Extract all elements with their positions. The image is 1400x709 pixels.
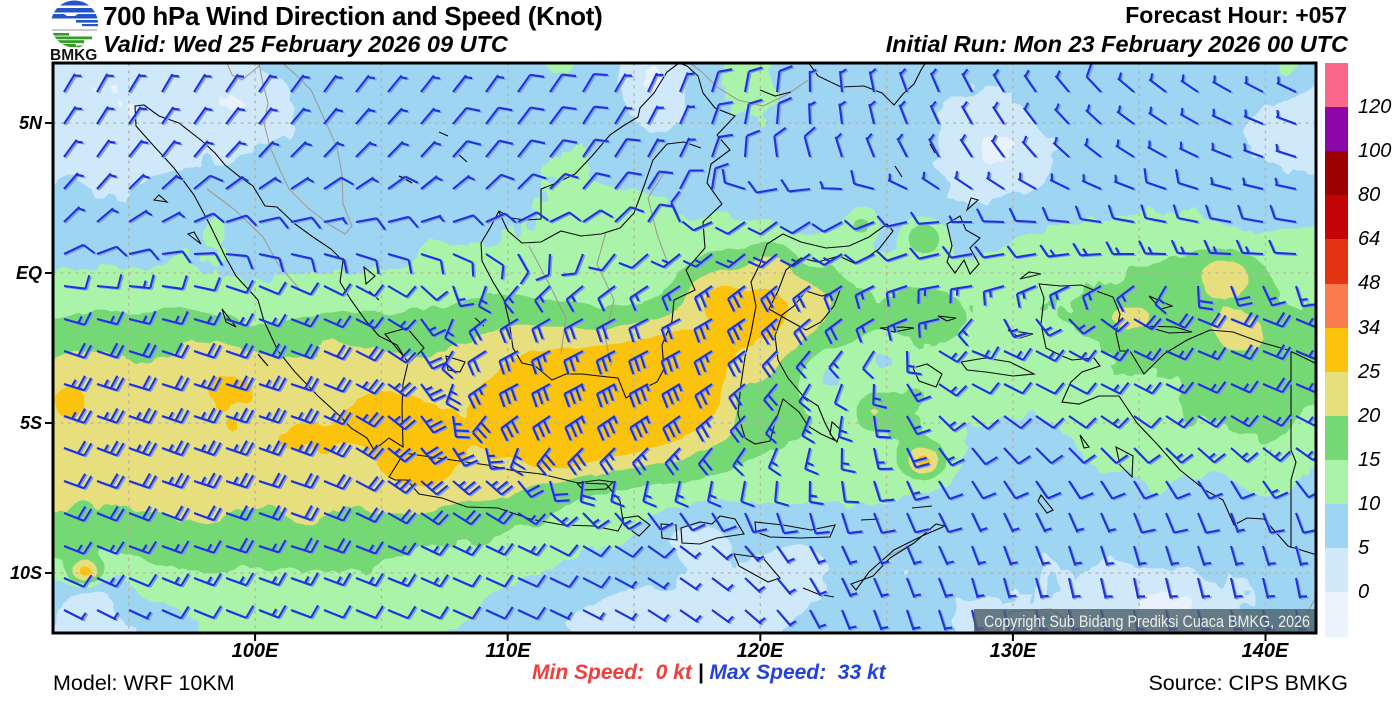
svg-text:Copyright Sub Bidang Prediksi: Copyright Sub Bidang Prediksi Cuaca BMKG…: [984, 613, 1310, 631]
svg-text:BMKG: BMKG: [50, 47, 97, 61]
